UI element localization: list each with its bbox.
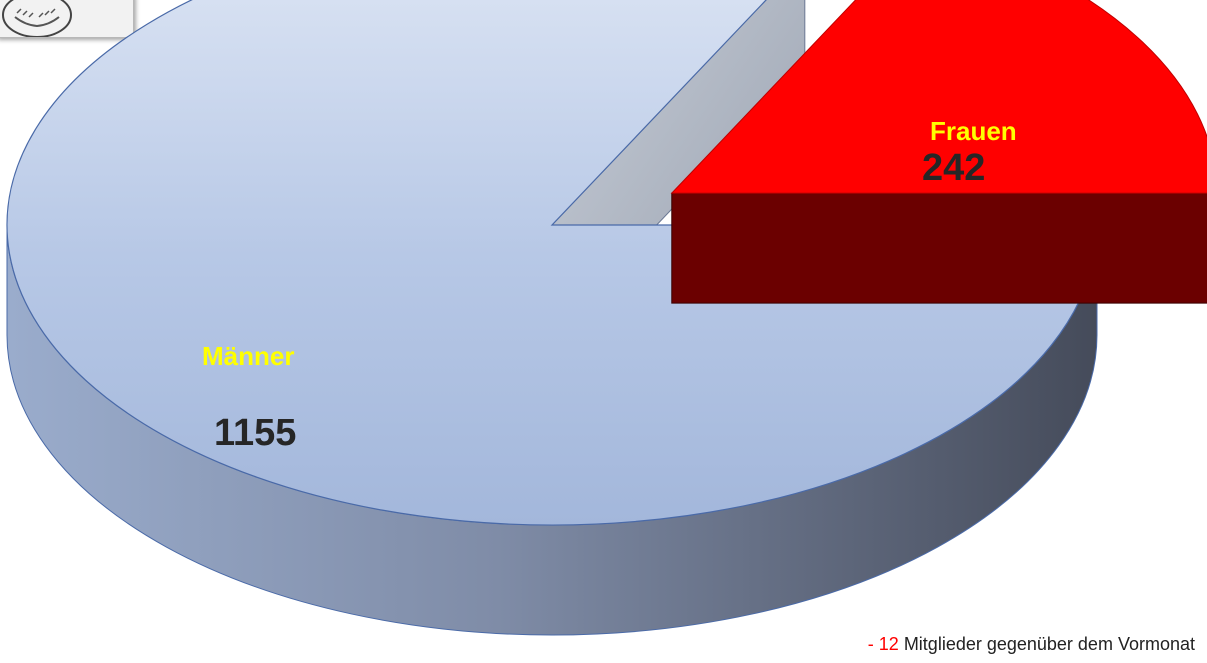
- member-change-text: Mitglieder gegenüber dem Vormonat: [898, 634, 1195, 654]
- member-change-delta: - 12: [867, 634, 899, 654]
- slice-value-frauen: 242: [922, 147, 985, 189]
- slice-maenner: [6, 0, 1098, 526]
- slice-label-maenner: Männer: [202, 341, 294, 371]
- slice-side-frauen: [671, 192, 1207, 304]
- member-change-note: - 12 Mitglieder gegenüber dem Vormonat: [868, 634, 1195, 655]
- slice-frauen: [670, 0, 1207, 194]
- slice-label-frauen: Frauen: [930, 116, 1017, 146]
- slice-value-maenner: 1155: [214, 412, 296, 454]
- club-emblem-icon: [0, 0, 134, 38]
